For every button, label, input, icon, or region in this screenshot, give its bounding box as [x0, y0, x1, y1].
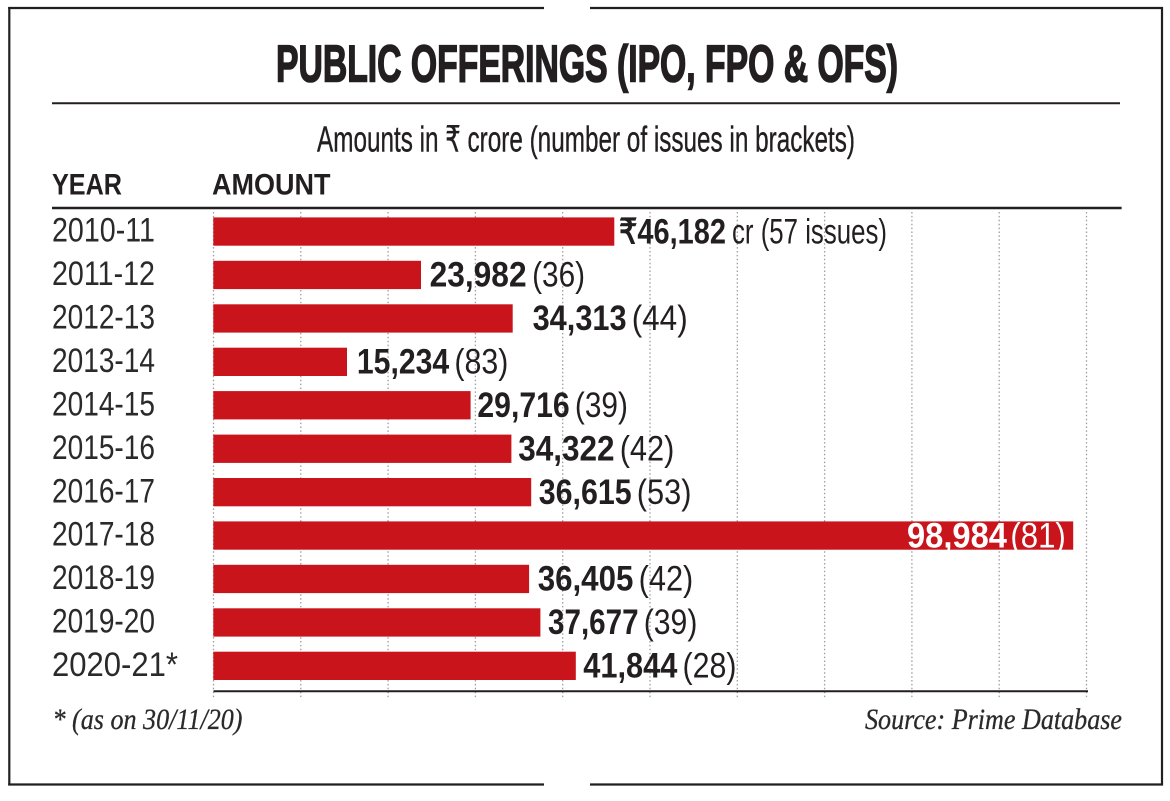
svg-text:YEAR: YEAR [52, 169, 122, 202]
svg-text:(39): (39) [644, 603, 698, 642]
svg-text:29,716: 29,716 [477, 386, 569, 425]
svg-text:(42): (42) [639, 560, 694, 599]
svg-text:2012-13: 2012-13 [52, 299, 155, 337]
svg-text:(36): (36) [532, 256, 585, 295]
svg-text:Amounts in ₹ crore (number of: Amounts in ₹ crore (number of issues in … [317, 119, 855, 160]
svg-text:PUBLIC OFFERINGS (IPO, FPO & O: PUBLIC OFFERINGS (IPO, FPO & OFS) [276, 35, 898, 93]
svg-text:(83): (83) [454, 343, 508, 382]
svg-text:2019-20: 2019-20 [52, 603, 155, 641]
svg-text:(81): (81) [1010, 516, 1065, 555]
svg-text:(42): (42) [620, 429, 675, 468]
svg-text:AMOUNT: AMOUNT [212, 169, 331, 202]
svg-text:98,984: 98,984 [907, 516, 1007, 555]
svg-text:* (as on 30/11/20): * (as on 30/11/20) [53, 703, 243, 736]
svg-text:Source: Prime Database: Source: Prime Database [865, 703, 1122, 736]
svg-text:(28): (28) [683, 647, 737, 686]
svg-text:36,615: 36,615 [539, 473, 632, 512]
svg-text:cr (57 issues): cr (57 issues) [732, 212, 887, 251]
svg-text:2010-11: 2010-11 [52, 212, 155, 250]
svg-text:(44): (44) [632, 299, 688, 338]
svg-text:2017-18: 2017-18 [52, 516, 155, 554]
svg-text:2016-17: 2016-17 [52, 472, 155, 510]
svg-text:15,234: 15,234 [357, 343, 450, 382]
svg-text:23,982: 23,982 [430, 256, 527, 295]
svg-text:2018-19: 2018-19 [52, 559, 155, 597]
svg-text:41,844: 41,844 [583, 647, 678, 686]
svg-text:2013-14: 2013-14 [52, 342, 155, 380]
svg-text:2014-15: 2014-15 [52, 385, 155, 423]
svg-text:37,677: 37,677 [548, 603, 639, 642]
svg-text:34,313: 34,313 [533, 299, 627, 338]
svg-text:2015-16: 2015-16 [52, 429, 155, 467]
svg-text:2020-21*: 2020-21* [52, 646, 178, 684]
svg-text:34,322: 34,322 [518, 429, 614, 468]
svg-text:(39): (39) [575, 386, 628, 425]
svg-text:₹46,182: ₹46,182 [619, 212, 726, 251]
svg-text:36,405: 36,405 [538, 560, 634, 599]
svg-text:(53): (53) [637, 473, 692, 512]
svg-text:2011-12: 2011-12 [52, 255, 155, 293]
